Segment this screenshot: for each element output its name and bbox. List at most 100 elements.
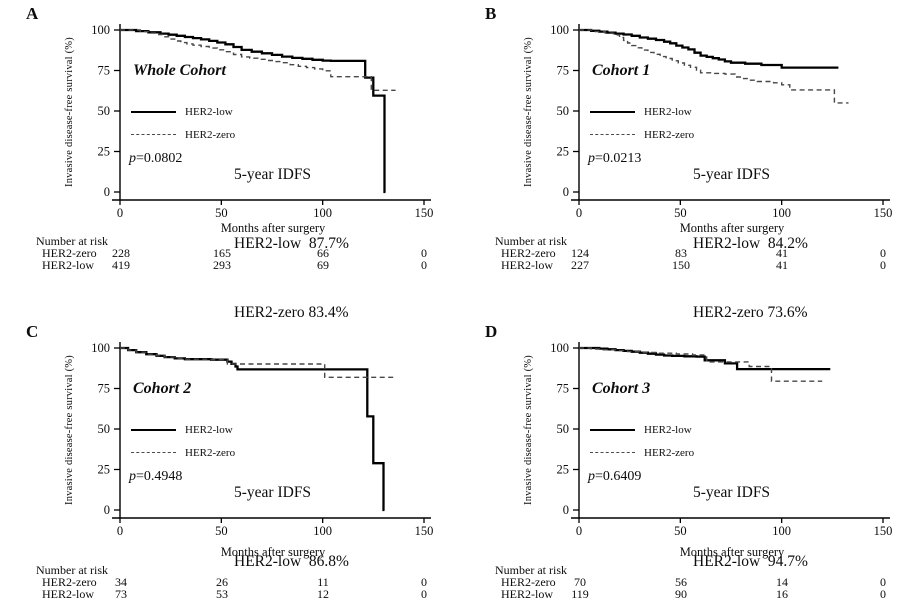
solid-line-sample bbox=[131, 110, 176, 113]
risk-value: 0 bbox=[421, 246, 427, 260]
risk-row-her2-zero: HER2-zero 34 26 11 0 bbox=[0, 575, 459, 589]
svg-text:150: 150 bbox=[874, 206, 893, 220]
p-value: p=0.4948 bbox=[129, 469, 182, 485]
svg-text:75: 75 bbox=[98, 64, 111, 78]
risk-row-label: HER2-zero bbox=[501, 575, 556, 589]
svg-text:75: 75 bbox=[557, 64, 570, 78]
risk-value: 165 bbox=[213, 246, 231, 260]
legend: HER2-low HER2-zero bbox=[131, 418, 235, 464]
risk-value: 119 bbox=[571, 587, 589, 601]
legend-label-her2-zero: HER2-zero bbox=[644, 128, 695, 141]
risk-row-label: HER2-zero bbox=[42, 575, 97, 589]
risk-value: 90 bbox=[675, 587, 687, 601]
svg-text:0: 0 bbox=[576, 524, 582, 538]
legend-row-her2-low: HER2-low bbox=[590, 100, 694, 123]
risk-value: 227 bbox=[571, 258, 589, 272]
km-plot: 0 25 50 75 100 0 50 100 150 bbox=[550, 341, 892, 538]
risk-value: 41 bbox=[776, 258, 788, 272]
risk-value: 124 bbox=[571, 246, 589, 260]
legend-row-her2-low: HER2-low bbox=[131, 100, 235, 123]
idfs-her2-low: HER2-low 94.7% bbox=[693, 553, 808, 570]
p-value: p=0.0802 bbox=[129, 151, 182, 167]
risk-row-label: HER2-low bbox=[501, 258, 553, 272]
panel-c: C Invasive disease-free survival (%) 0 25… bbox=[0, 318, 459, 613]
km-plot: 0 25 50 75 100 0 50 100 150 bbox=[91, 341, 434, 538]
risk-row-her2-low: HER2-low 119 90 16 0 bbox=[459, 587, 918, 601]
idfs-her2-low: HER2-low 84.2% bbox=[693, 235, 808, 252]
idfs-heading: 5-year IDFS bbox=[234, 484, 312, 501]
risk-value: 0 bbox=[880, 246, 886, 260]
svg-text:100: 100 bbox=[91, 23, 110, 37]
risk-value: 0 bbox=[880, 587, 886, 601]
svg-text:50: 50 bbox=[98, 422, 111, 436]
p-number: =0.0213 bbox=[595, 151, 642, 166]
panel-b: B Invasive disease-free survival (%) 0 25… bbox=[459, 0, 918, 321]
svg-text:25: 25 bbox=[557, 145, 570, 159]
panel-letter: C bbox=[26, 322, 39, 341]
idfs-annotation: 5-year IDFS HER2-low 87.7% HER2-zero 83.… bbox=[234, 117, 349, 370]
svg-text:25: 25 bbox=[557, 463, 570, 477]
risk-value: 12 bbox=[317, 587, 329, 601]
svg-text:0: 0 bbox=[104, 503, 110, 517]
svg-text:25: 25 bbox=[98, 463, 111, 477]
p-number: =0.6409 bbox=[595, 469, 642, 484]
panel-d: D Invasive disease-free survival (%) 0 25… bbox=[459, 318, 918, 613]
number-at-risk-heading: Number at risk bbox=[495, 563, 567, 577]
p-value: p=0.6409 bbox=[588, 469, 641, 485]
risk-value: 16 bbox=[776, 587, 788, 601]
risk-value: 150 bbox=[672, 258, 690, 272]
risk-value: 73 bbox=[115, 587, 127, 601]
cohort-title: Whole Cohort bbox=[133, 62, 226, 79]
risk-value: 0 bbox=[421, 575, 427, 589]
svg-text:50: 50 bbox=[557, 104, 570, 118]
x-axis-label: Months after surgery bbox=[679, 545, 785, 559]
idfs-annotation: 5-year IDFS HER2-low 94.7% HER2-zero 95.… bbox=[693, 435, 808, 613]
risk-row-her2-low: HER2-low 419 293 69 0 bbox=[0, 258, 459, 272]
risk-value: 0 bbox=[421, 258, 427, 272]
legend-label-her2-low: HER2-low bbox=[185, 105, 233, 118]
idfs-heading: 5-year IDFS bbox=[693, 166, 771, 183]
risk-row-label: HER2-zero bbox=[42, 246, 97, 260]
number-at-risk-heading: Number at risk bbox=[36, 563, 108, 577]
legend-row-her2-low: HER2-low bbox=[131, 418, 235, 441]
risk-value: 14 bbox=[776, 575, 788, 589]
km-plot: 0 25 50 75 100 0 50 100 150 bbox=[91, 23, 433, 220]
svg-text:100: 100 bbox=[550, 341, 569, 355]
svg-text:150: 150 bbox=[415, 524, 434, 538]
panel-a: A Invasive disease-free survival (%) 0 25… bbox=[0, 0, 459, 321]
svg-text:0: 0 bbox=[563, 503, 569, 517]
p-symbol: p bbox=[129, 151, 136, 166]
risk-row-her2-zero: HER2-zero 228 165 66 0 bbox=[0, 246, 459, 260]
legend-row-her2-zero: HER2-zero bbox=[590, 123, 694, 146]
legend-label-her2-low: HER2-low bbox=[644, 423, 692, 436]
risk-row-her2-zero: HER2-zero 124 83 41 0 bbox=[459, 246, 918, 260]
risk-value: 41 bbox=[776, 246, 788, 260]
panel-letter: A bbox=[26, 4, 39, 23]
legend-label-her2-low: HER2-low bbox=[185, 423, 233, 436]
idfs-her2-low: HER2-low 87.7% bbox=[234, 235, 349, 252]
p-symbol: p bbox=[129, 469, 136, 484]
risk-value: 26 bbox=[216, 575, 228, 589]
risk-value: 11 bbox=[317, 575, 329, 589]
idfs-annotation: 5-year IDFS HER2-low 86.8% HER2-zero 90.… bbox=[234, 435, 349, 613]
risk-row-label: HER2-low bbox=[42, 587, 94, 601]
number-at-risk-heading: Number at risk bbox=[495, 234, 567, 248]
svg-text:100: 100 bbox=[91, 341, 110, 355]
idfs-her2-low: HER2-low 86.8% bbox=[234, 553, 349, 570]
p-number: =0.4948 bbox=[136, 469, 183, 484]
legend-label-her2-zero: HER2-zero bbox=[644, 446, 695, 459]
panel-letter: B bbox=[485, 4, 497, 23]
idfs-annotation: 5-year IDFS HER2-low 84.2% HER2-zero 73.… bbox=[693, 117, 808, 370]
legend-row-her2-zero: HER2-zero bbox=[131, 441, 235, 464]
risk-value: 293 bbox=[213, 258, 231, 272]
solid-line-sample bbox=[131, 428, 176, 431]
legend-row-her2-zero: HER2-zero bbox=[590, 441, 694, 464]
risk-value: 56 bbox=[675, 575, 687, 589]
panel-letter: D bbox=[485, 322, 498, 341]
svg-text:100: 100 bbox=[313, 206, 332, 220]
idfs-her2-zero: HER2-zero 83.4% bbox=[234, 304, 349, 321]
svg-text:0: 0 bbox=[117, 206, 123, 220]
solid-line-sample bbox=[590, 428, 635, 431]
km-plot: 0 25 50 75 100 0 50 100 150 bbox=[550, 23, 893, 220]
